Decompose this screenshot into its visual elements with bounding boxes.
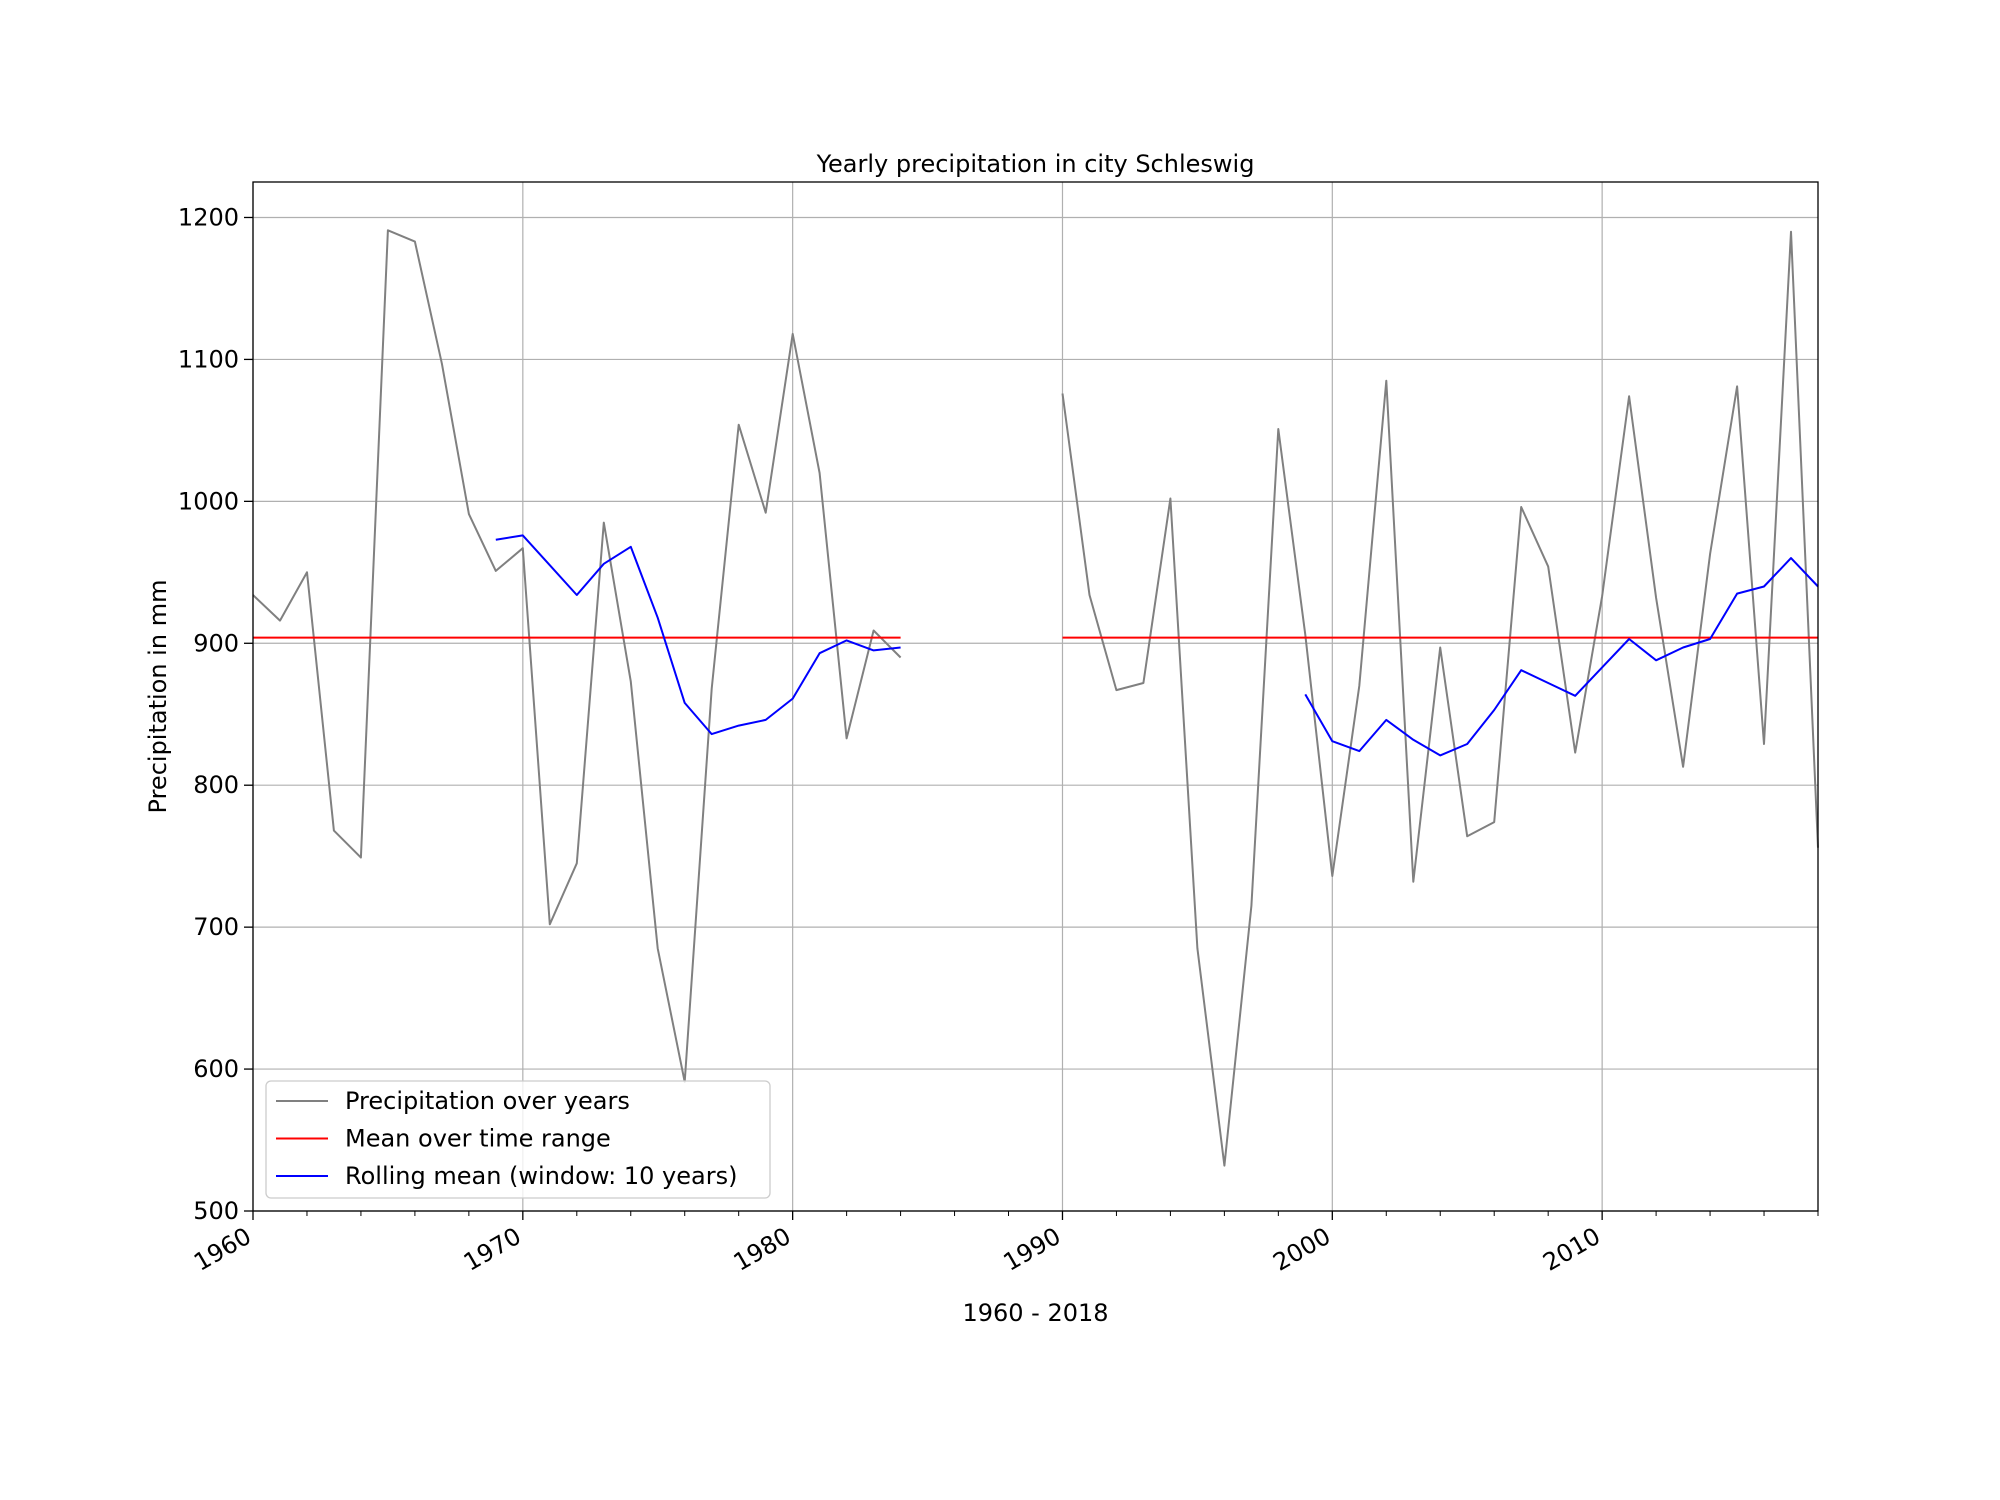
y-tick-label: 900 bbox=[193, 629, 239, 657]
y-axis-label: Precipitation in mm bbox=[144, 580, 172, 814]
legend-label: Rolling mean (window: 10 years) bbox=[345, 1162, 737, 1190]
y-tick-label: 500 bbox=[193, 1197, 239, 1225]
series-line-0 bbox=[1061, 230, 1819, 1167]
y-tick-label: 600 bbox=[193, 1055, 239, 1083]
x-axis-label: 1960 - 2018 bbox=[962, 1299, 1108, 1327]
y-tick-label: 1100 bbox=[178, 345, 239, 373]
legend-label: Precipitation over years bbox=[345, 1087, 630, 1115]
series-line-0 bbox=[252, 229, 902, 1083]
legend: Precipitation over years Mean over time r… bbox=[265, 1080, 771, 1199]
series-line-2 bbox=[495, 534, 901, 736]
grid-lines bbox=[252, 182, 1818, 1212]
series-lines bbox=[252, 229, 1819, 1167]
chart-title: Yearly precipitation in city Schleswig bbox=[816, 150, 1255, 178]
y-tick-label: 1200 bbox=[178, 203, 239, 231]
series-line-2 bbox=[1304, 557, 1819, 757]
y-tick-label: 1000 bbox=[178, 487, 239, 515]
y-tick-label: 800 bbox=[193, 771, 239, 799]
legend-box bbox=[265, 1080, 771, 1199]
y-tick-label: 700 bbox=[193, 913, 239, 941]
legend-label: Mean over time range bbox=[345, 1125, 611, 1153]
legend-items: Precipitation over years Mean over time r… bbox=[276, 1087, 737, 1190]
plot-frame bbox=[252, 181, 1819, 1212]
